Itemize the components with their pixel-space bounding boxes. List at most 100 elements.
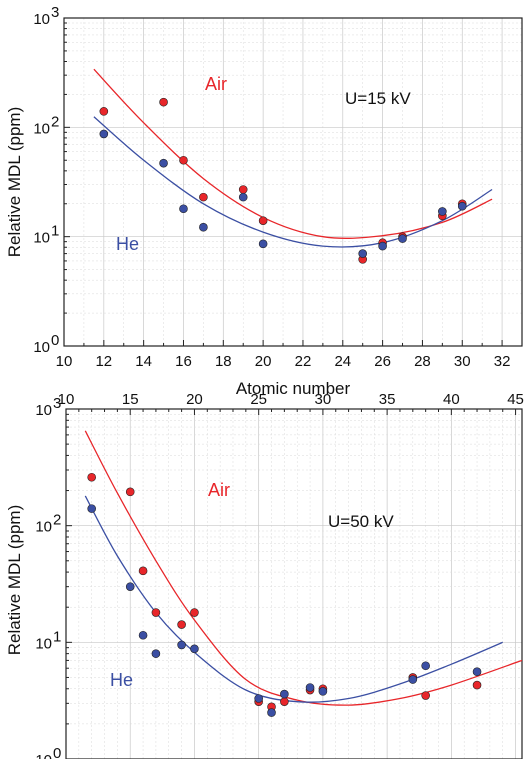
chart-top-grid [63, 18, 523, 347]
chart-bottom-frame [65, 408, 523, 759]
y-tick-label-exponent: 0 [53, 745, 61, 759]
x-tick-label: 10 [58, 391, 75, 408]
chart-bottom-air-label: Air [208, 480, 230, 500]
data-point-he [177, 640, 186, 650]
data-point-he [457, 201, 467, 211]
chart-top-condition-label: U=15 kV [345, 89, 411, 108]
data-point-air [99, 107, 109, 116]
y-tick-label-exponent: 2 [53, 512, 61, 529]
x-tick-label: 28 [414, 353, 431, 370]
x-tick-label: 15 [122, 391, 139, 408]
data-point-air [87, 472, 96, 482]
chart-bottom-x-tick-labels: 10 15 20 25 30 35 40 45 [58, 391, 524, 408]
y-tick-label: 10 [33, 230, 50, 247]
data-point-he [472, 667, 482, 677]
chart-bottom-fit-curves [84, 430, 523, 706]
data-point-he [138, 630, 148, 640]
fit-curve-air [84, 430, 523, 706]
data-point-air [159, 97, 168, 107]
data-point-he [179, 204, 188, 214]
y-tick-label-exponent: 3 [51, 4, 59, 21]
chart-top-points [99, 97, 467, 264]
y-tick-label: 10 [33, 120, 50, 137]
data-point-air [199, 192, 208, 202]
x-tick-label: 12 [95, 353, 112, 370]
data-point-he [258, 239, 268, 249]
data-point-he [378, 241, 387, 251]
chart-top-x-axis-label: Atomic number [236, 379, 351, 398]
data-point-air [151, 608, 161, 617]
data-point-he [398, 234, 407, 243]
data-point-he [190, 644, 199, 654]
data-point-he [125, 582, 135, 591]
chart-top-frame [63, 17, 523, 347]
y-tick-label-exponent: 0 [51, 332, 59, 349]
data-point-air [238, 185, 248, 194]
chart-bottom-points [87, 472, 482, 717]
data-point-air [179, 155, 188, 165]
x-tick-label: 14 [135, 353, 152, 370]
y-tick-label-exponent: 1 [53, 628, 61, 645]
y-tick-label: 10 [33, 11, 50, 28]
chart-bottom-he-label: He [110, 670, 133, 690]
data-point-air [421, 691, 430, 700]
x-tick-label: 35 [379, 391, 396, 408]
chart-bottom-y-axis-label: Relative MDL (ppm) [5, 505, 24, 656]
data-point-he [99, 129, 109, 139]
y-tick-label: 10 [35, 402, 52, 419]
data-point-air [472, 680, 482, 690]
data-point-he [408, 675, 418, 684]
y-tick-label-exponent: 2 [51, 113, 59, 130]
data-point-he [358, 249, 367, 258]
chart-top-x-tick-labels: 10 12 14 16 18 20 22 24 26 28 30 32 [56, 353, 511, 370]
data-point-air [280, 697, 289, 706]
x-tick-label: 25 [250, 391, 267, 408]
y-tick-label: 10 [35, 635, 52, 652]
y-tick-label: 10 [35, 752, 52, 759]
x-tick-label: 22 [295, 353, 312, 370]
data-point-he [238, 192, 248, 202]
x-tick-label: 30 [454, 353, 471, 370]
data-point-he [159, 158, 168, 168]
chart-top-y-axis-label: Relative MDL (ppm) [5, 107, 24, 258]
data-point-he [421, 661, 430, 671]
data-point-air [258, 216, 268, 225]
data-point-he [151, 649, 161, 658]
chart-bottom-condition-label: U=50 kV [328, 512, 394, 531]
x-tick-label: 10 [56, 353, 73, 370]
data-point-air [177, 620, 186, 629]
fit-curve-he [93, 116, 493, 248]
data-point-he [87, 504, 96, 513]
x-tick-label: 45 [507, 391, 524, 408]
x-tick-label: 20 [255, 353, 272, 370]
chart-top-fit-curves [93, 68, 493, 248]
x-tick-label: 32 [494, 353, 511, 370]
data-point-air [138, 566, 148, 576]
x-tick-label: 26 [374, 353, 391, 370]
x-tick-label: 18 [215, 353, 232, 370]
data-point-he [280, 689, 289, 699]
chart-top-air-label: Air [205, 74, 227, 94]
x-tick-label: 24 [334, 353, 351, 370]
data-point-he [305, 683, 315, 692]
data-point-air [125, 487, 135, 497]
y-tick-label-exponent: 3 [53, 395, 61, 412]
data-point-he [318, 687, 328, 696]
data-point-he [267, 708, 276, 717]
y-tick-label: 10 [35, 519, 52, 536]
chart-top-he-label: He [116, 234, 139, 254]
x-tick-label: 30 [315, 391, 332, 408]
y-tick-label-exponent: 1 [51, 223, 59, 240]
x-tick-label: 40 [443, 391, 460, 408]
y-tick-label: 10 [33, 339, 50, 356]
data-point-air [190, 608, 199, 617]
chart-top-ticks [63, 22, 523, 347]
fit-curve-he [84, 495, 503, 703]
chart-bottom-ticks [65, 409, 517, 759]
x-tick-label: 16 [175, 353, 192, 370]
